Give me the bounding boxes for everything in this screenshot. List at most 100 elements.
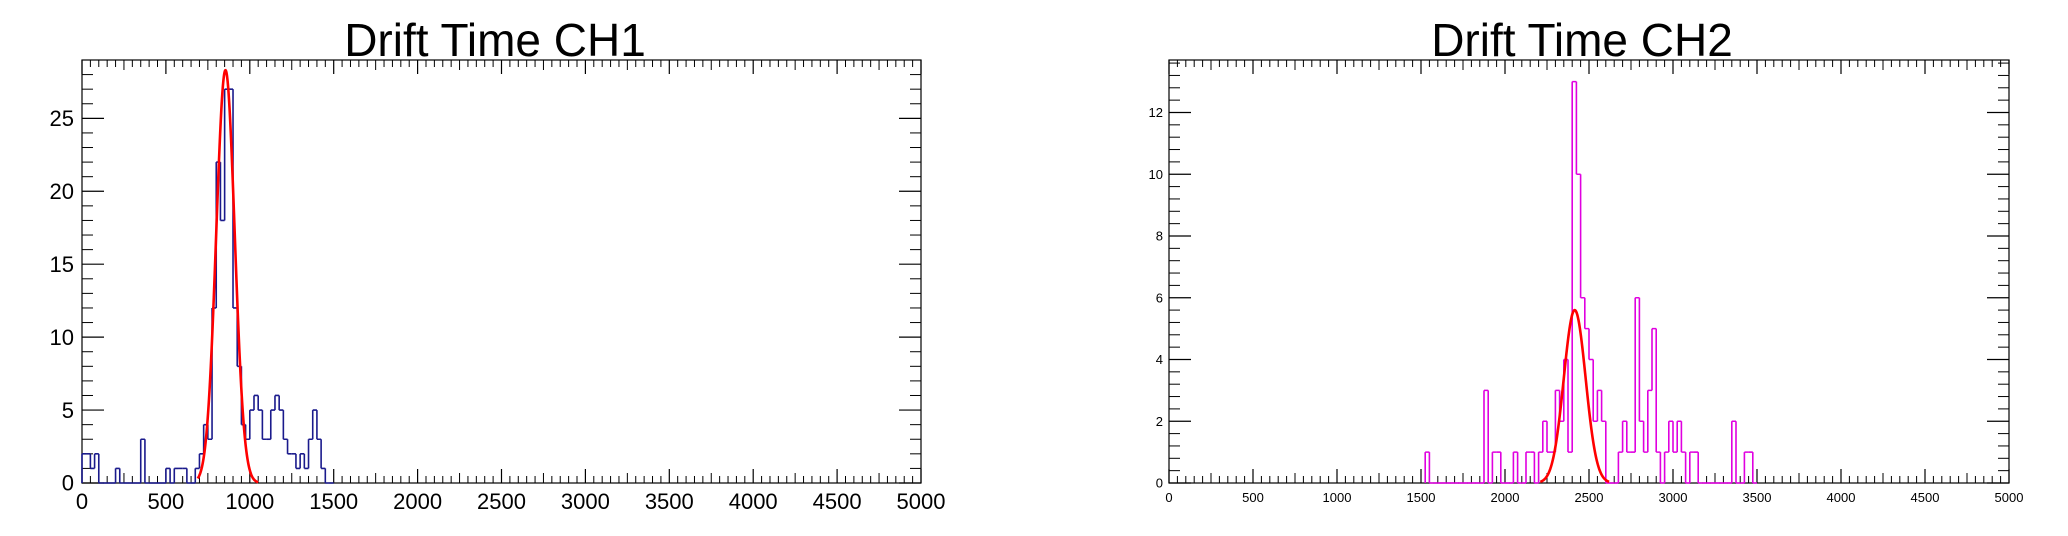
histogram-bin bbox=[186, 468, 192, 484]
histogram-bin bbox=[1483, 389, 1489, 483]
histogram-bin bbox=[295, 453, 301, 470]
x-tick-label: 1500 bbox=[1407, 490, 1436, 505]
chart-title: Drift Time CH2 bbox=[1431, 14, 1733, 66]
y-tick-label: 8 bbox=[1156, 229, 1163, 244]
histogram-bin bbox=[1491, 451, 1497, 483]
histogram-bin bbox=[249, 409, 254, 440]
x-tick-label: 4500 bbox=[813, 489, 862, 514]
histogram-bin bbox=[1617, 451, 1623, 483]
histogram-bin bbox=[1638, 297, 1644, 423]
histogram-bin bbox=[89, 453, 95, 470]
histogram-bin bbox=[97, 453, 103, 484]
x-tick-label: 4000 bbox=[729, 489, 778, 514]
histogram bbox=[1424, 80, 1757, 484]
histogram-bin bbox=[194, 467, 200, 483]
histogram-bin bbox=[261, 410, 267, 441]
x-tick-label: 1500 bbox=[309, 489, 358, 514]
x-tick-label: 0 bbox=[76, 489, 88, 514]
histogram-bin bbox=[320, 439, 326, 470]
y-tick-label: 12 bbox=[1149, 105, 1163, 120]
histogram-bin bbox=[278, 395, 284, 411]
y-tick-label: 15 bbox=[50, 252, 74, 277]
y-tick-label: 0 bbox=[62, 471, 74, 496]
x-tick-label: 2500 bbox=[477, 489, 526, 514]
x-tick-label: 2500 bbox=[1575, 490, 1604, 505]
histogram-bin bbox=[1516, 452, 1522, 484]
histogram-bin bbox=[1512, 451, 1518, 483]
histogram-bin bbox=[324, 468, 330, 484]
histogram-bin bbox=[286, 439, 292, 455]
x-tick-label: 500 bbox=[148, 489, 185, 514]
y-tick-label: 4 bbox=[1156, 352, 1163, 367]
histogram-bin bbox=[223, 88, 229, 221]
histogram-bin bbox=[1626, 421, 1631, 453]
histogram-bin bbox=[1500, 452, 1505, 484]
y-tick-label: 0 bbox=[1156, 476, 1163, 491]
histogram-bin bbox=[307, 438, 313, 469]
histogram-bin bbox=[1621, 420, 1627, 453]
histogram-bin bbox=[1600, 390, 1606, 423]
histogram-bin bbox=[1546, 421, 1552, 453]
histogram-bin bbox=[1542, 420, 1547, 453]
histogram-bin bbox=[1424, 451, 1430, 483]
chart-drift-time-ch2: 0 500 1000 1500 2000 2500 3000 3500 4000 4500 5000… bbox=[1149, 14, 2024, 505]
x-tick-label: 3000 bbox=[561, 489, 610, 514]
x-tick-label: 0 bbox=[1165, 490, 1172, 505]
x-tick-label: 5000 bbox=[897, 489, 946, 514]
x-tick-label: 2000 bbox=[1491, 490, 1520, 505]
histogram-bin bbox=[81, 453, 87, 483]
x-tick-label: 1000 bbox=[225, 489, 274, 514]
chart-drift-time-ch1: 0 500 1000 1500 2000 2500 3000 3500 4000 4500 5000… bbox=[50, 14, 946, 514]
x-tick-label: 3500 bbox=[1743, 490, 1772, 505]
histogram-bin bbox=[1735, 421, 1741, 484]
histogram-bin bbox=[1680, 421, 1686, 453]
y-tick-label: 20 bbox=[50, 179, 74, 204]
histogram-bin bbox=[1537, 451, 1543, 483]
histogram-bin bbox=[1579, 174, 1585, 299]
x-tick-label: 3000 bbox=[1659, 490, 1688, 505]
histogram-bin bbox=[144, 439, 150, 484]
gaussian-fit-curve bbox=[1539, 308, 1610, 484]
x-tick-label: 4000 bbox=[1827, 490, 1856, 505]
histogram-bin bbox=[269, 409, 275, 440]
histogram-bin bbox=[1575, 81, 1581, 176]
histogram-bin bbox=[1752, 452, 1757, 484]
histogram-bin bbox=[118, 468, 124, 484]
y-tick-label: 10 bbox=[1149, 167, 1163, 182]
histogram-bin bbox=[1525, 451, 1531, 483]
histogram-bin bbox=[303, 453, 309, 470]
histogram-bin bbox=[1428, 452, 1434, 484]
histogram-bin bbox=[282, 410, 288, 441]
histogram-bin bbox=[1743, 451, 1749, 483]
histogram-bin bbox=[139, 438, 145, 483]
y-tick-label: 10 bbox=[50, 325, 74, 350]
x-tick-label: 3500 bbox=[645, 489, 694, 514]
histogram-bin bbox=[1588, 328, 1594, 361]
x-tick-label: 4500 bbox=[1911, 490, 1940, 505]
histogram-bin bbox=[316, 410, 322, 441]
histogram-bin bbox=[1689, 451, 1694, 483]
histogram-bin bbox=[173, 467, 179, 483]
y-tick-label: 5 bbox=[62, 398, 74, 423]
histogram-bin bbox=[1651, 327, 1657, 391]
x-tick-label: 1000 bbox=[1323, 490, 1352, 505]
histogram-bin bbox=[1647, 389, 1652, 453]
histogram-bin bbox=[257, 395, 263, 411]
histogram-bin bbox=[1731, 420, 1736, 483]
y-tick-label: 6 bbox=[1156, 290, 1163, 305]
y-tick-label: 2 bbox=[1156, 414, 1163, 429]
x-tick-label: 5000 bbox=[1995, 490, 2024, 505]
histogram-bin bbox=[1571, 80, 1577, 453]
histogram-bin bbox=[1596, 389, 1602, 422]
histogram-bin bbox=[1655, 328, 1661, 453]
histogram-bin bbox=[1668, 420, 1673, 453]
histogram-bin bbox=[1676, 420, 1682, 453]
gaussian-fit-curve bbox=[196, 68, 259, 484]
y-tick-label: 25 bbox=[50, 106, 74, 131]
chart-title: Drift Time CH1 bbox=[344, 14, 646, 66]
histogram-bin bbox=[1697, 452, 1703, 484]
x-tick-label: 500 bbox=[1242, 490, 1264, 505]
histogram-bin bbox=[1605, 421, 1610, 484]
